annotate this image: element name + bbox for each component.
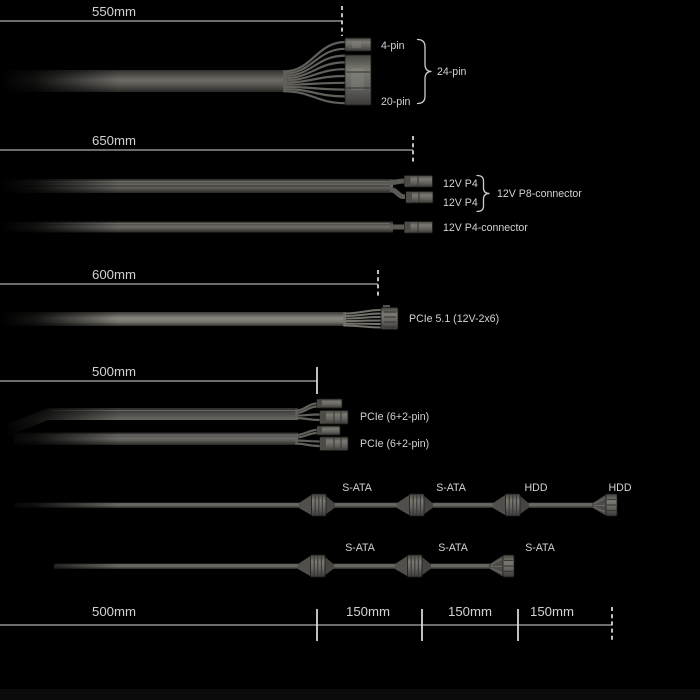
- cpu-cable-ribbon-b: [0, 221, 393, 233]
- peripheral1-label-0: S-ATA: [342, 482, 373, 494]
- section-atx: 550mm: [0, 4, 467, 108]
- atx-4pin-latch: [352, 41, 361, 48]
- peripheral2-label-1: S-ATA: [438, 542, 469, 554]
- pcie51-connector: [380, 305, 399, 330]
- atx-measurement: 550mm: [0, 4, 343, 36]
- section-peripheral-1: S-ATA S-ATA HDD HDD: [14, 482, 632, 517]
- atx-20pin-block: [344, 54, 372, 106]
- peripheral1-label-3: HDD: [609, 482, 632, 494]
- pcie62-bottom-label: PCIe (6+2-pin): [360, 438, 429, 450]
- peripheral2-label-2: S-ATA: [525, 542, 556, 554]
- scale-segment-label-2: 150mm: [530, 604, 574, 619]
- scale-total-label: 500mm: [92, 604, 136, 619]
- pcie51-cable-ribbon: [0, 312, 346, 326]
- peripheral2-label-0: S-ATA: [345, 542, 376, 554]
- pcie62-fan-top: [294, 402, 322, 422]
- pcie62-cable-bottom: [14, 428, 322, 448]
- cpu-measurement: 650mm: [0, 133, 414, 164]
- pcie62-cable-top: [8, 402, 322, 436]
- atx-pin20-label: 20-pin: [381, 96, 411, 108]
- cpu-p4-connector-bottom: [405, 191, 434, 204]
- scale-segment-label-0: 150mm: [346, 604, 390, 619]
- atx-length-label: 550mm: [92, 4, 136, 19]
- section-peripheral-2: S-ATA S-ATA S-ATA: [54, 542, 556, 578]
- atx-20pin-latch: [351, 68, 364, 90]
- pcie62-ribbon-top: [8, 408, 298, 436]
- pcie62-top-label: PCIe (6+2-pin): [360, 411, 429, 423]
- pcie62-length-label: 500mm: [92, 364, 136, 379]
- cpu-p4-single-label: 12V P4-connector: [443, 222, 528, 234]
- peripheral1-label-2: HDD: [525, 482, 548, 494]
- bottom-edge-strip: [0, 689, 700, 700]
- cpu-cable-double: [0, 178, 406, 200]
- pcie51-length-label: 600mm: [92, 267, 136, 282]
- pcie62-fan-bottom: [294, 428, 322, 448]
- atx-cable: [0, 40, 347, 105]
- atx-brace: [416, 38, 432, 105]
- atx-pin24-label: 24-pin: [437, 66, 467, 78]
- atx-wire-fan: [282, 40, 347, 105]
- atx-cable-ribbon: [0, 70, 286, 92]
- cpu-cable-single: [0, 221, 404, 233]
- section-scale: 500mm 150mm 150mm 150mm: [0, 604, 613, 643]
- section-pcie62: 500mm PCIe (6+2-pin): [0, 364, 429, 451]
- pcie62-ribbon-bottom: [14, 432, 298, 445]
- cpu-p4-connector-top: [404, 175, 433, 188]
- pcie62-connector-bottom: [316, 425, 349, 451]
- cpu-brace: [476, 174, 490, 213]
- peripheral1-label-1: S-ATA: [436, 482, 467, 494]
- pcie51-wire-fan: [343, 309, 382, 329]
- pcie51-cable: [0, 309, 382, 329]
- scale-segment-label-1: 150mm: [448, 604, 492, 619]
- pcie62-connector-top: [316, 398, 349, 425]
- cpu-p4-connector-single: [404, 221, 433, 234]
- section-pcie51: 600mm PCIe 5.1 (12V-2x6): [0, 267, 499, 330]
- pcie51-connector-label: PCIe 5.1 (12V-2x6): [409, 313, 499, 325]
- cpu-p8-label: 12V P8-connector: [497, 188, 582, 200]
- atx-24pin-connector: [344, 37, 372, 106]
- cpu-p4-top-label: 12V P4: [443, 178, 478, 190]
- cpu-length-label: 650mm: [92, 133, 136, 148]
- cpu-p4-bottom-label: 12V P4: [443, 197, 478, 209]
- pcie62-measurement: 500mm: [0, 364, 318, 394]
- section-cpu: 650mm 12V P4 12V P4 12V P8-connector: [0, 133, 582, 234]
- atx-pin4-label: 4-pin: [381, 40, 405, 52]
- atx-4pin-block: [344, 37, 372, 52]
- pcie51-measurement: 600mm: [0, 267, 379, 298]
